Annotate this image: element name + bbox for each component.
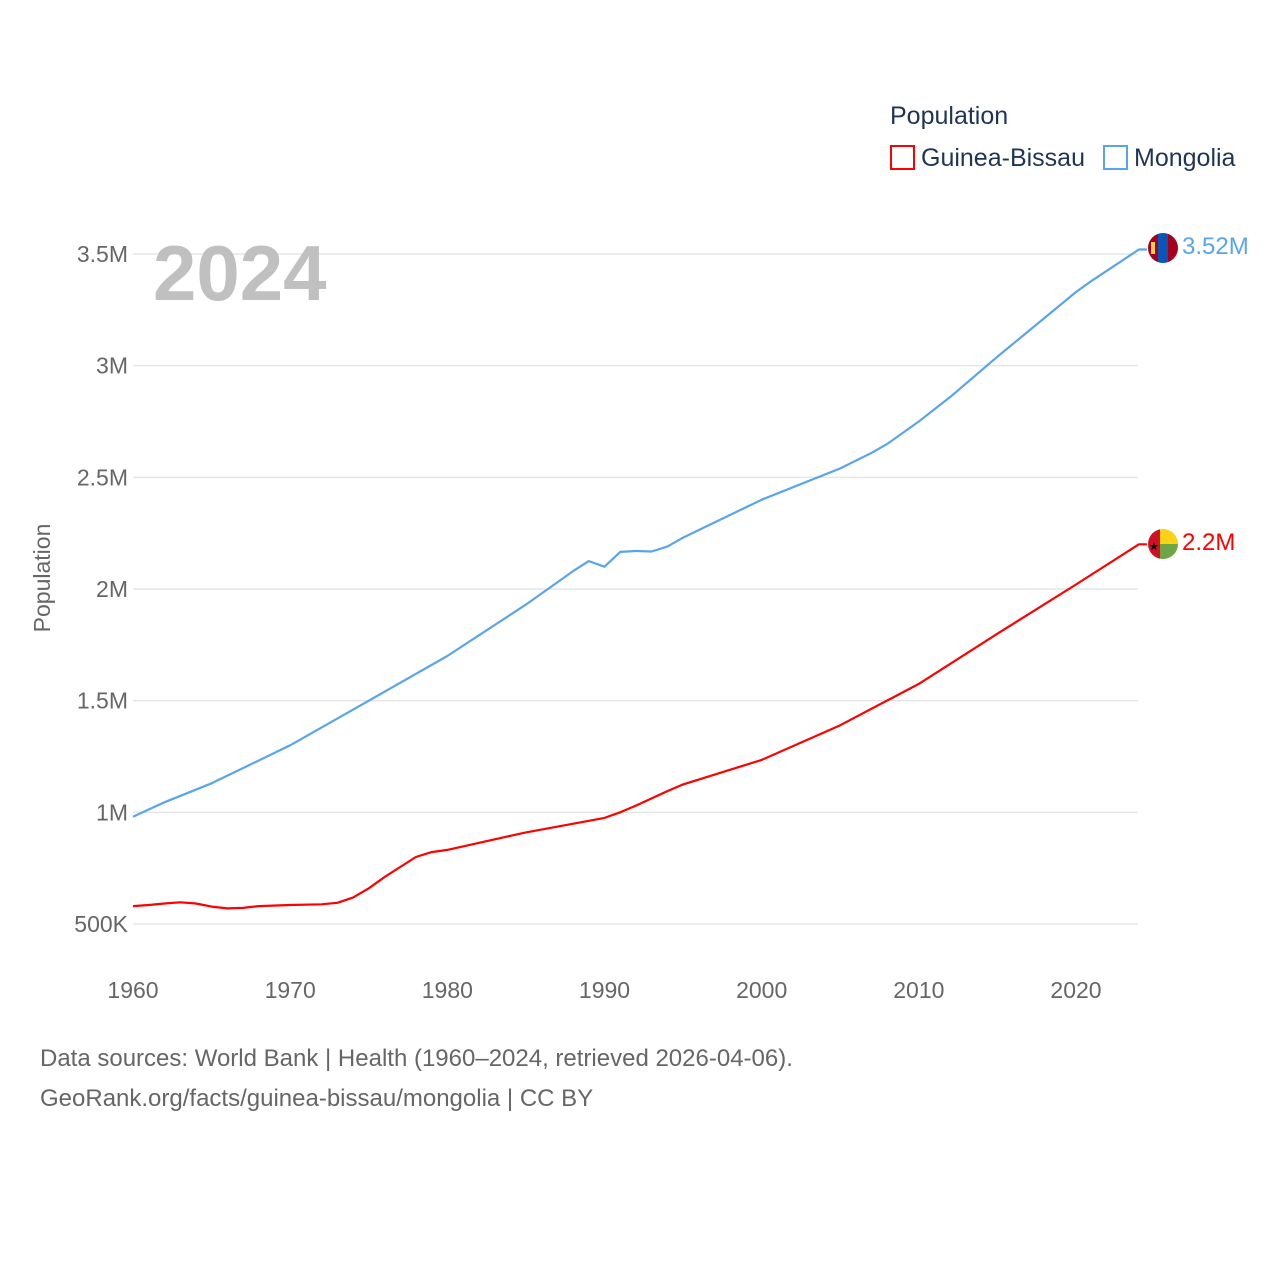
end-label-guinea-bissau: 2.2M — [1182, 529, 1235, 556]
series-line-mongolia — [132, 248, 1147, 818]
series-line-guinea-bissau — [132, 543, 1147, 910]
guinea-bissau-flag-icon: ★ — [1148, 529, 1178, 559]
year-label: 2024 — [153, 229, 327, 317]
legend-title: Population — [890, 102, 1008, 130]
y-tick-label: 500K — [74, 911, 128, 937]
legend-label-mongolia[interactable]: Mongolia — [1134, 144, 1236, 172]
x-tick-label: 2020 — [1050, 977, 1101, 1003]
legend-swatch-guinea-bissau — [890, 145, 915, 170]
y-tick-label: 3M — [96, 353, 128, 379]
x-tick-label: 1970 — [265, 977, 316, 1003]
legend: Population Guinea-Bissau Mongolia — [890, 102, 1236, 172]
x-tick-label: 1980 — [422, 977, 473, 1003]
mongolia-flag-icon — [1148, 233, 1178, 263]
x-tick-label: 2000 — [736, 977, 787, 1003]
y-tick-label: 2M — [96, 576, 128, 602]
x-tick-label: 1990 — [579, 977, 630, 1003]
y-axis-label: Population — [29, 524, 55, 633]
footer-link[interactable]: GeoRank.org/facts/guinea-bissau/mongolia… — [40, 1085, 594, 1112]
legend-label-guinea-bissau[interactable]: Guinea-Bissau — [921, 144, 1085, 172]
svg-text:★: ★ — [1149, 541, 1159, 553]
legend-swatch-mongolia — [1103, 145, 1128, 170]
y-tick-label: 3.5M — [77, 241, 128, 267]
footer-sources: Data sources: World Bank | Health (1960–… — [40, 1045, 793, 1072]
x-tick-label: 1960 — [107, 977, 158, 1003]
y-tick-label: 1.5M — [77, 688, 128, 714]
x-tick-label: 2010 — [893, 977, 944, 1003]
y-tick-label: 2.5M — [77, 464, 128, 490]
y-tick-label: 1M — [96, 799, 128, 825]
end-label-mongolia: 3.52M — [1182, 233, 1249, 260]
